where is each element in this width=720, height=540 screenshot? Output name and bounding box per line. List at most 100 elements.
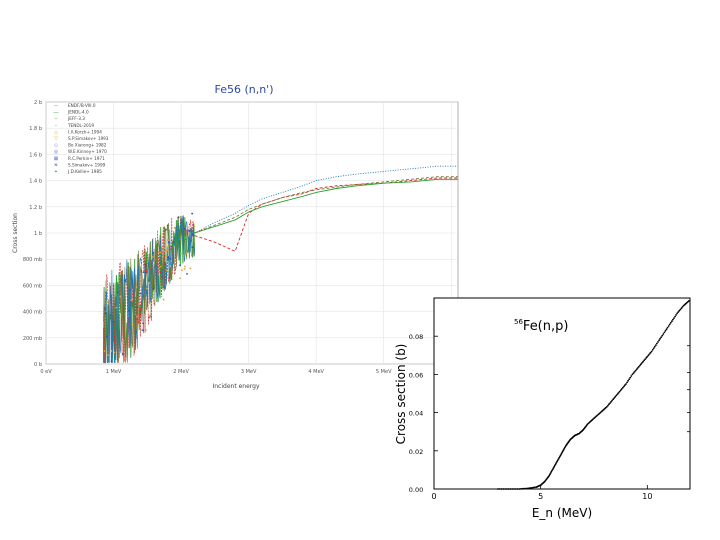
experimental-point — [144, 264, 147, 266]
inset-x-axis-label: E_n (MeV) — [532, 506, 592, 520]
inset-background — [434, 298, 690, 489]
experimental-point — [105, 335, 108, 338]
main-y-tick-label: 200 mb — [23, 336, 42, 342]
inset-data-point — [648, 353, 651, 355]
experimental-point — [193, 225, 196, 228]
experimental-point — [191, 212, 194, 215]
series-line-2 — [194, 176, 458, 234]
main-x-tick-label: 3 MeV — [241, 369, 257, 375]
experimental-point — [167, 239, 169, 242]
main-y-tick-label: 600 mb — [23, 283, 42, 289]
inset-data-point — [519, 488, 522, 490]
experimental-point — [152, 288, 155, 290]
inset-data-point — [678, 309, 681, 312]
legend-label: S.P.Simakov+ 1993 — [68, 136, 109, 141]
experimental-point — [191, 246, 194, 249]
main-y-axis-label: Cross section — [12, 213, 19, 253]
experimental-point — [103, 350, 106, 352]
experimental-point — [166, 269, 168, 272]
main-y-tick-label: 2 b — [34, 100, 42, 106]
inset-data-point — [608, 403, 610, 406]
experimental-point — [130, 299, 133, 302]
inset-data-point — [651, 349, 654, 351]
experimental-point — [121, 353, 124, 355]
experimental-point — [148, 282, 151, 284]
inset-data-point — [626, 381, 628, 384]
main-x-axis-label: Incident energy — [212, 383, 259, 390]
inset-data-point — [529, 487, 532, 489]
inset-y-tick-label: 0.02 — [409, 448, 423, 456]
inset-data-point — [609, 402, 611, 404]
legend-symbol: △ — [54, 129, 58, 135]
inset-data-point — [668, 323, 671, 326]
inset-data-point — [637, 365, 640, 368]
inset-data-point — [688, 300, 690, 302]
main-y-tick-label: 800 mb — [23, 257, 42, 263]
inset-data-point — [525, 487, 528, 490]
inset-data-point — [618, 390, 621, 393]
inset-data-point — [664, 329, 667, 332]
inset-data-point — [502, 488, 505, 490]
inset-y-tick-label: 0.08 — [409, 333, 423, 341]
experimental-point — [169, 257, 172, 260]
experimental-point — [165, 255, 168, 257]
series-line-3 — [194, 165, 458, 234]
experimental-point — [113, 351, 116, 354]
inset-data-point — [658, 339, 660, 342]
inset-data-point — [518, 488, 521, 490]
inset-data-point — [625, 383, 627, 385]
inset-x-tick-label: 5 — [538, 492, 543, 501]
main-y-tick-label: 1.2 b — [29, 205, 42, 211]
inset-data-point — [645, 356, 648, 359]
inset-data-point — [657, 341, 659, 343]
inset-data-point — [557, 458, 560, 460]
experimental-point — [164, 260, 167, 262]
inset-title-mass-number: 56 — [514, 318, 523, 326]
main-x-tick-label: 1 MeV — [106, 369, 122, 375]
inset-data-point — [633, 371, 636, 373]
experimental-point — [192, 234, 195, 237]
inset-y-axis-label: Cross section (b) — [394, 344, 408, 445]
inset-data-point — [631, 373, 634, 376]
experimental-point — [139, 292, 142, 295]
resonance-trace — [103, 215, 195, 363]
experimental-point — [179, 264, 182, 267]
inset-data-point — [615, 394, 618, 397]
inset-y-tick-label: 0.00 — [409, 486, 423, 494]
inset-data-point — [676, 312, 679, 315]
legend-symbol: ✕ — [54, 162, 58, 168]
inset-data-point — [504, 488, 506, 490]
inset-data-point — [652, 347, 655, 350]
legend-symbol: ◇ — [54, 143, 58, 149]
legend-label: Bo Xiarong+ 1982 — [68, 143, 107, 148]
experimental-point — [184, 265, 186, 268]
series-line-0 — [194, 177, 458, 252]
experimental-point — [115, 306, 118, 309]
inset-data-point — [680, 307, 683, 310]
legend-label: W.E.Kinney+ 1970 — [68, 149, 107, 154]
experimental-point — [116, 291, 119, 294]
legend-label: J.D.Kellie+ 1985 — [67, 169, 102, 174]
inset-data-point — [605, 406, 608, 408]
experimental-point — [103, 306, 106, 309]
legend-symbol: — — [54, 110, 59, 116]
inset-data-point — [647, 354, 650, 357]
inset-x-tick-label: 0 — [431, 492, 436, 501]
inset-data-point — [669, 321, 672, 324]
inset-data-point — [661, 334, 664, 337]
experimental-point — [173, 226, 176, 229]
experimental-point — [158, 254, 161, 257]
inset-data-point — [650, 350, 653, 353]
inset-data-point — [616, 393, 619, 395]
experimental-point — [141, 329, 144, 332]
inset-right-ticks — [687, 345, 690, 433]
legend-symbol: ⊠ — [54, 156, 58, 162]
main-y-ticks: 0 b 200 mb 400 mb 600 mb 800 mb 1 b 1.2 b 1.4 b… — [23, 100, 42, 368]
experimental-point — [127, 309, 130, 312]
inset-data-point — [563, 446, 566, 449]
experimental-point — [189, 267, 192, 270]
experimental-point — [159, 251, 162, 254]
legend-symbol: -- — [54, 103, 58, 109]
inset-data-point — [659, 337, 661, 340]
